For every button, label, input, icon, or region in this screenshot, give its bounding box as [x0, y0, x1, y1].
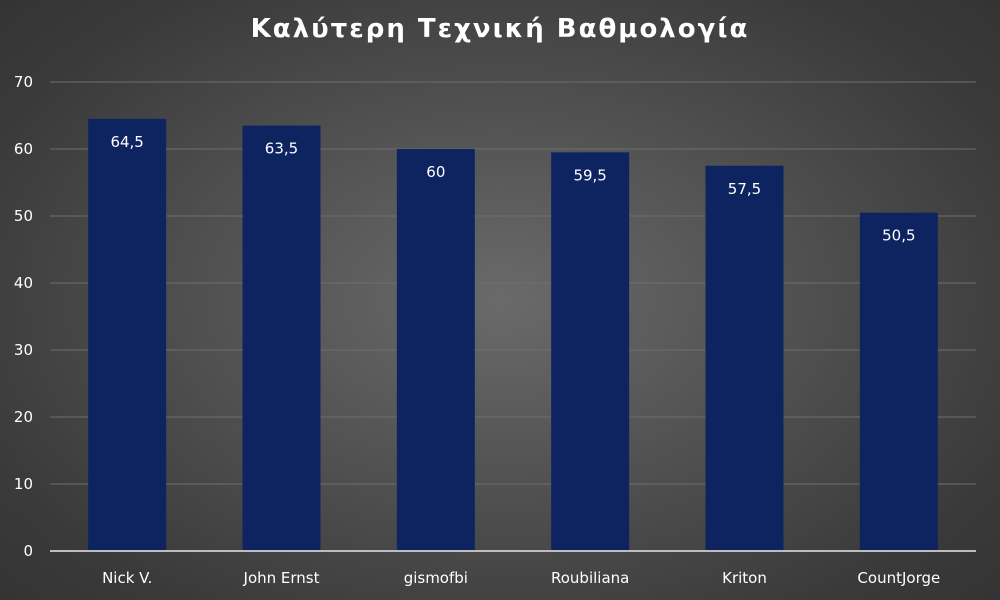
chart-title: Καλύτερη Τεχνική Βαθμολογία	[250, 14, 750, 44]
bar	[705, 165, 784, 551]
x-category-label: gismofbi	[404, 569, 468, 587]
bar	[551, 152, 630, 551]
x-category-label: John Ernst	[243, 569, 320, 587]
x-category-label: Nick V.	[102, 569, 152, 587]
y-tick-label: 50	[14, 207, 33, 225]
y-tick-label: 0	[23, 542, 33, 560]
y-tick-label: 30	[14, 341, 33, 359]
data-label: 60	[426, 163, 445, 181]
y-tick-label: 70	[14, 73, 33, 91]
bar	[859, 212, 938, 551]
data-label: 57,5	[728, 180, 761, 198]
x-category-label: Kriton	[722, 569, 767, 587]
y-tick-label: 60	[14, 140, 33, 158]
bar	[88, 118, 167, 551]
y-tick-label: 10	[14, 475, 33, 493]
data-label: 50,5	[882, 227, 915, 245]
data-label: 63,5	[265, 140, 298, 158]
bar	[242, 125, 321, 552]
x-category-label: CountJorge	[857, 569, 940, 587]
bar	[396, 149, 475, 551]
x-category-label: Roubiliana	[551, 569, 629, 587]
y-tick-label: 40	[14, 274, 33, 292]
data-label: 59,5	[573, 166, 606, 184]
y-tick-label: 20	[14, 408, 33, 426]
data-label: 64,5	[110, 133, 143, 151]
